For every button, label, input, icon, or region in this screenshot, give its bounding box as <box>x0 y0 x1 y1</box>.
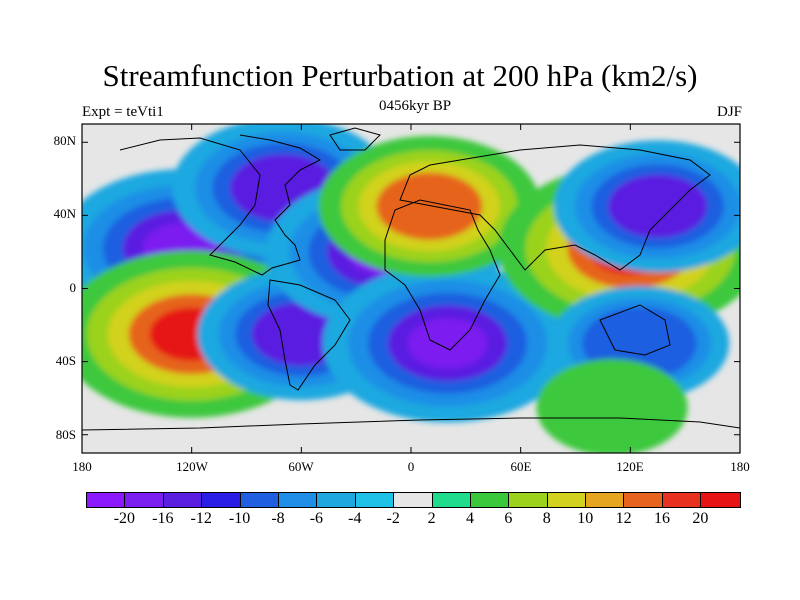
contour-south-africa-low <box>407 318 488 369</box>
colorbar-swatch <box>87 493 126 507</box>
y-tick-label: 80N <box>53 133 76 148</box>
colorbar-swatch <box>355 493 395 507</box>
contour-europe-high <box>393 183 465 229</box>
colorbar-label: 4 <box>466 510 474 527</box>
colorbar <box>86 492 741 508</box>
colorbar-swatch <box>586 493 625 507</box>
colorbar-label: 2 <box>427 510 436 527</box>
x-tick-label: 120W <box>176 459 208 474</box>
colorbar-swatch <box>432 493 471 507</box>
colorbar-swatch <box>394 493 433 507</box>
colorbar-label: -16 <box>152 510 174 527</box>
y-tick-label: 80S <box>55 427 76 442</box>
colorbar-swatch <box>509 493 548 507</box>
colorbar-label: -8 <box>271 510 285 527</box>
africa-coast <box>384 199 501 351</box>
contour-southern-ocean-positive <box>587 391 637 423</box>
x-tick-label: 120E <box>616 459 644 474</box>
y-tick-label: 0 <box>69 280 77 295</box>
plot-title: Streamfunction Perturbation at 200 hPa (… <box>102 58 698 93</box>
colorbar-swatch <box>624 493 663 507</box>
antarctica-coast <box>82 417 740 431</box>
contour-northeast-asia-low <box>624 185 691 228</box>
colorbar-label: 8 <box>542 510 551 527</box>
colorbar-label: -12 <box>190 510 212 527</box>
coastlines <box>82 127 740 431</box>
x-tick-label: 60E <box>510 459 532 474</box>
colorbar-swatch <box>547 493 587 507</box>
contour-fill-layer <box>82 124 740 453</box>
y-tick-label: 40S <box>55 353 76 368</box>
experiment-label: Expt = teVti1 <box>82 104 164 120</box>
colorbar-swatch <box>240 493 279 507</box>
colorbar-label: -10 <box>228 510 251 527</box>
eurasia-coast <box>399 144 711 271</box>
colorbar-label: -6 <box>309 510 324 527</box>
south-america-coast <box>267 279 351 391</box>
colorbar-label: -20 <box>113 510 136 527</box>
greenland-coast <box>329 127 381 151</box>
x-tick-label: 180 <box>730 459 750 474</box>
x-tick-label: 180 <box>72 459 92 474</box>
axis-ticks <box>81 124 741 453</box>
colorbar-label: 20 <box>692 510 709 527</box>
colorbar-swatch <box>125 493 164 507</box>
colorbar-label: 6 <box>504 510 513 527</box>
australia-coast <box>599 304 671 356</box>
colorbar-label: -4 <box>348 510 362 527</box>
colorbar-label: -2 <box>386 510 400 527</box>
x-tick-label: 0 <box>407 459 415 474</box>
colorbar-swatch <box>701 493 740 507</box>
y-tick-label: 40N <box>53 206 76 221</box>
colorbar-label: 12 <box>615 510 632 527</box>
time-label: 0456kyr BP <box>378 98 452 114</box>
colorbar-label: 16 <box>654 510 670 527</box>
contour-south-america-low <box>268 313 335 356</box>
season-label: DJF <box>716 104 742 120</box>
contour-australia-low <box>610 325 669 362</box>
colorbar-label: 10 <box>577 510 594 527</box>
colorbar-swatch <box>278 493 318 507</box>
north-america-coast <box>119 134 322 276</box>
colorbar-swatch <box>662 493 702 507</box>
colorbar-swatch <box>163 493 203 507</box>
colorbar-swatch <box>202 493 241 507</box>
colorbar-swatch <box>470 493 510 507</box>
x-tick-label: 60W <box>288 459 314 474</box>
colorbar-swatch <box>317 493 356 507</box>
